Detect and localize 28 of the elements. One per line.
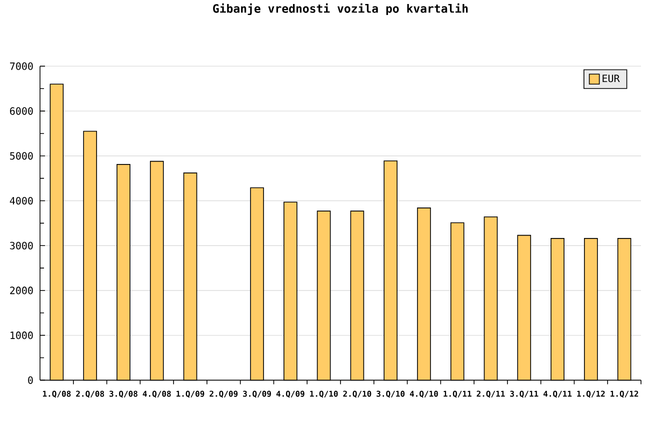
- x-tick-label: 4.Q/09: [276, 390, 304, 398]
- x-tick-label: 2.Q/10: [343, 390, 372, 398]
- x-tick-label: 1.Q/09: [176, 390, 204, 398]
- y-tick-label: 5000: [10, 152, 33, 160]
- x-tick-label: 2.Q/09: [210, 390, 238, 398]
- x-tick-label: 3.Q/09: [243, 390, 271, 398]
- x-tick-label: 1.Q/08: [42, 390, 71, 398]
- x-tick-label: 1.Q/10: [310, 390, 338, 398]
- x-tick-label: 4.Q/11: [543, 390, 572, 398]
- x-tick-label: 1.Q/12: [577, 390, 605, 398]
- x-tick-label: 2.Q/11: [476, 390, 505, 398]
- x-tick-label: 4.Q/08: [142, 390, 171, 398]
- x-tick-label: 4.Q/10: [410, 390, 438, 398]
- x-tick-label: 2.Q/08: [76, 390, 104, 398]
- y-tick-label: 7000: [10, 62, 33, 70]
- legend-label: EUR: [602, 74, 620, 82]
- x-tick-label: 1.Q/11: [444, 390, 472, 398]
- y-tick-label: 3000: [10, 242, 33, 250]
- x-tick-label: 1.Q/12: [610, 390, 638, 398]
- chart-title: Gibanje vrednosti vozila po kvartalih: [213, 3, 468, 15]
- x-tick-label: 3.Q/11: [510, 390, 538, 398]
- y-tick-label: 6000: [10, 107, 33, 115]
- y-tick-label: 1000: [10, 331, 33, 340]
- x-tick-label: 3.Q/08: [110, 390, 138, 398]
- y-tick-label: 0: [28, 376, 33, 384]
- y-tick-label: 2000: [10, 286, 33, 294]
- x-tick-label: 3.Q/10: [376, 390, 405, 398]
- y-tick-label: 4000: [10, 196, 33, 204]
